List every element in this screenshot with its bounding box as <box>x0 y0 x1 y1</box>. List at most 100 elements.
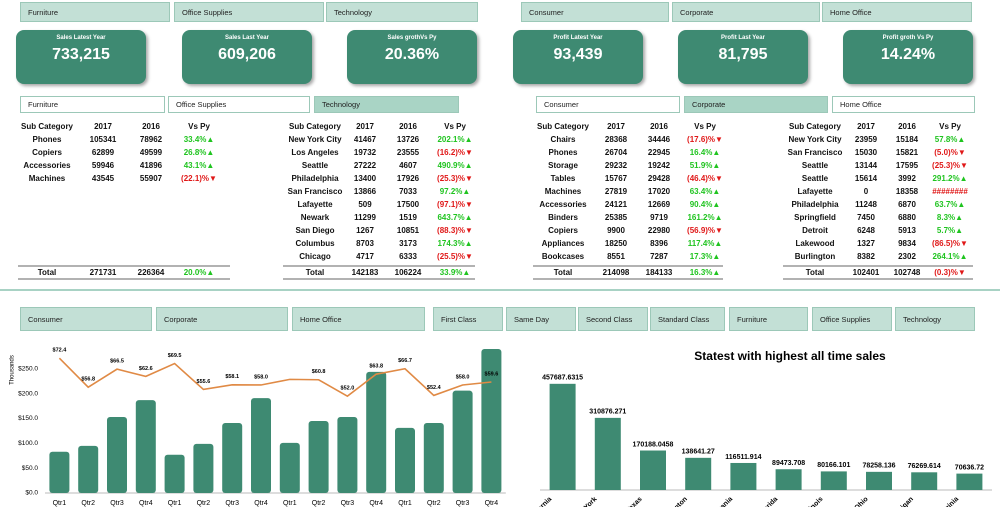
slicer-button[interactable]: Corporate <box>672 2 820 22</box>
data-label: 170188.0458 <box>633 441 674 448</box>
table-cell: Copiers <box>32 148 62 157</box>
kpi-card: Profit Last Year 81,795 <box>678 30 808 84</box>
table-cell: Lafayette <box>297 200 333 209</box>
table-cell: (16.2)%▼ <box>437 148 473 157</box>
slicer-button[interactable]: Same Day <box>506 307 576 331</box>
table-cell: 226364 <box>137 268 165 277</box>
y-tick-label: $250.0 <box>18 366 38 373</box>
x-tick-label: Qtr4 <box>485 500 499 507</box>
bar <box>866 471 892 490</box>
slicer-button[interactable]: Furniture <box>20 2 170 22</box>
bar <box>78 445 99 493</box>
table-cell: Columbus <box>295 239 335 248</box>
table-cell: Burlington <box>794 252 836 261</box>
table-cell: 1519 <box>399 213 417 222</box>
table-cell: Accessories <box>23 161 71 170</box>
table-cell: Storage <box>548 161 578 170</box>
table-cell: (56.9)%▼ <box>687 226 723 235</box>
data-label: 310876.271 <box>589 409 626 416</box>
slicer-button[interactable]: Home Office <box>822 2 972 22</box>
slicer-button[interactable]: Consumer <box>536 96 680 113</box>
table-cell: Total <box>553 268 573 277</box>
table-cell: 19732 <box>353 148 377 157</box>
slicer-button[interactable]: Home Office <box>292 307 425 331</box>
bar <box>164 454 185 493</box>
table-cell: Seattle <box>801 161 829 170</box>
table-cell: 13144 <box>854 161 878 170</box>
table-cell: (97.1)%▼ <box>437 200 473 209</box>
bar <box>911 472 938 490</box>
slicer-button[interactable]: Corporate <box>156 307 288 331</box>
slicer-button[interactable]: Second Class <box>578 307 648 331</box>
table-cell: 264.1%▲ <box>932 252 968 261</box>
table-cell: 13866 <box>353 187 377 196</box>
table-cell: 105341 <box>89 135 117 144</box>
slicer-button[interactable]: Technology <box>895 307 975 331</box>
table-cell: Phones <box>32 135 62 144</box>
kpi-title: Profit groth Vs Py <box>882 35 934 41</box>
table-cell: (25.3)%▼ <box>932 161 968 170</box>
bar <box>640 450 666 490</box>
table-cell: 3992 <box>898 174 916 183</box>
data-label: $52.0 <box>341 386 355 392</box>
table-cell: 23555 <box>396 148 420 157</box>
table-cell: New York City <box>788 135 842 144</box>
chart-title: Statest with highest all time sales <box>694 349 886 363</box>
table-cell: 25385 <box>604 213 628 222</box>
table-cell: 26.8%▲ <box>183 148 215 157</box>
table-cell: 17926 <box>396 174 420 183</box>
data-label: $56.8 <box>81 377 95 383</box>
table-cell: 29232 <box>604 161 628 170</box>
table-cell: 291.2%▲ <box>932 174 968 183</box>
x-tick-label: Qtr1 <box>53 500 67 507</box>
table-cell: Chicago <box>299 252 331 261</box>
slicer-button[interactable]: Furniture <box>20 96 165 113</box>
table-cell: 2017 <box>857 122 875 131</box>
table-cell: 10851 <box>396 226 420 235</box>
table-cell: 18250 <box>604 239 628 248</box>
table-cell: 90.4%▲ <box>689 200 721 209</box>
table-cell: Bookcases <box>541 252 585 261</box>
slicer-button[interactable]: Consumer <box>521 2 669 22</box>
table-cell: 11299 <box>354 213 376 222</box>
kpi-value: 609,206 <box>218 46 276 63</box>
slicer-button[interactable]: Home Office <box>832 96 975 113</box>
table-cell: 11248 <box>855 200 877 209</box>
slicer-button[interactable]: Corporate <box>684 96 828 113</box>
table-cell: San Francisco <box>787 148 843 157</box>
slicer-button[interactable]: Furniture <box>729 307 808 331</box>
table-cell: 17500 <box>396 200 420 209</box>
slicer-button[interactable]: Office Supplies <box>812 307 892 331</box>
table-cell: 9900 <box>607 226 625 235</box>
slicer-button[interactable]: Consumer <box>20 307 152 331</box>
table-cell: Chairs <box>550 135 576 144</box>
table-cell: 17.3%▲ <box>689 252 721 261</box>
slicer-button[interactable]: Technology <box>326 2 478 22</box>
table-cell: 8382 <box>857 252 875 261</box>
table-cell: 13400 <box>353 174 377 183</box>
slicer-button[interactable]: Technology <box>314 96 459 113</box>
table-cell: 8.3%▲ <box>936 213 964 222</box>
table-cell: 12669 <box>647 200 671 209</box>
table-cell: 2016 <box>399 122 417 131</box>
kpi-card: Sales Latest Year 733,215 <box>16 30 146 84</box>
kpi-value: 81,795 <box>718 46 768 63</box>
slicer-button[interactable]: Office Supplies <box>168 96 310 113</box>
kpi-value: 14.24% <box>880 46 936 63</box>
x-tick-label: Qtr1 <box>168 500 182 507</box>
slicer-button[interactable]: First Class <box>433 307 503 331</box>
slicer-button[interactable]: Standard Class <box>650 307 725 331</box>
table-cell: 13726 <box>396 135 420 144</box>
table-cell: (5.0)%▼ <box>934 148 966 157</box>
table-cell: 22980 <box>647 226 671 235</box>
x-tick-label: Texas <box>625 496 644 507</box>
slicer-button[interactable]: Office Supplies <box>174 2 324 22</box>
table-cell: 7287 <box>650 252 668 261</box>
table-cell: 6248 <box>857 226 875 235</box>
table-cell: 643.7%▲ <box>437 213 473 222</box>
table-cell: New York City <box>288 135 342 144</box>
data-label: $55.6 <box>197 379 211 385</box>
y-tick-label: $200.0 <box>18 390 38 397</box>
table-cell: 57.8%▲ <box>934 135 966 144</box>
x-tick-label: Qtr2 <box>427 500 441 507</box>
